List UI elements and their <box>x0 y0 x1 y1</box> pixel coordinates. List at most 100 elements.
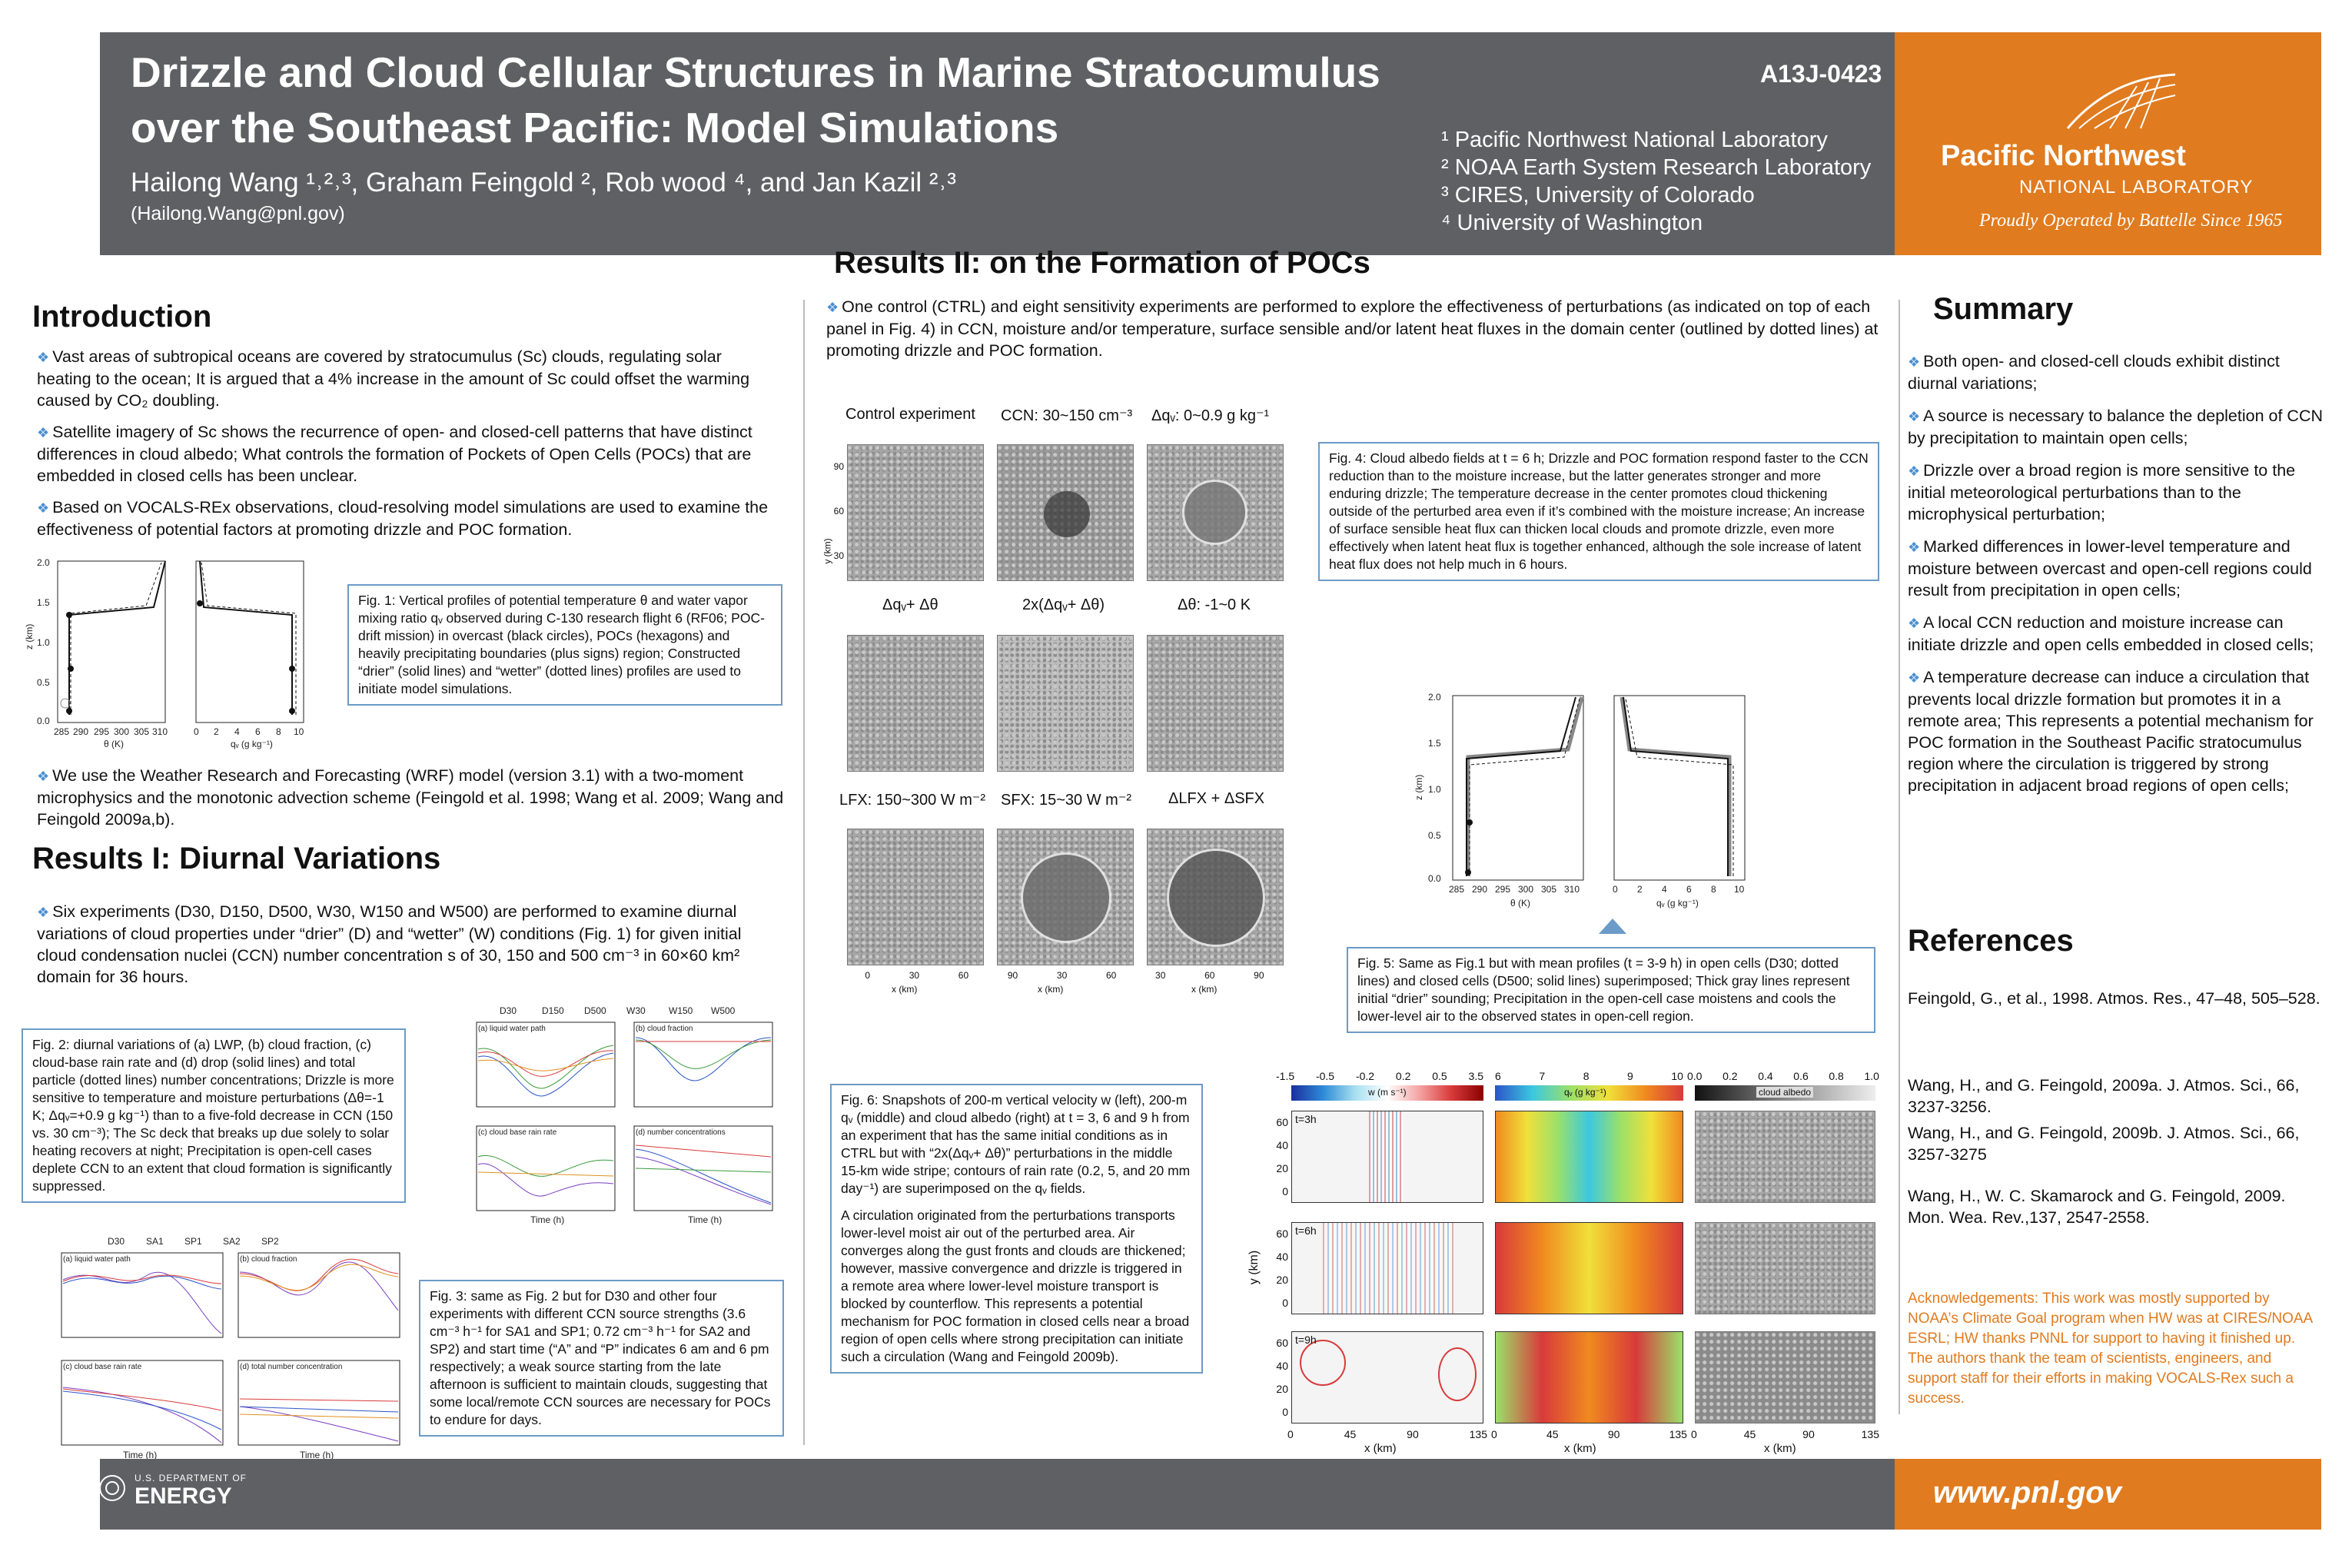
fig6-x-label-2: x (km) <box>1564 1442 1596 1455</box>
svg-text:SA1: SA1 <box>146 1236 164 1247</box>
fig4-panel-title-1: Control experiment <box>845 406 975 423</box>
author-list: Hailong Wang ¹˒²˒³, Graham Feingold ², R… <box>131 168 956 198</box>
affiliations: ¹ Pacific Northwest National Laboratory … <box>1441 126 1871 237</box>
fig6-x-ticks-2: 0 45 90 135 <box>1491 1428 1687 1440</box>
summary-item-6: ❖ A temperature decrease can induce a cir… <box>1908 668 2314 795</box>
svg-text:θ (K): θ (K) <box>1510 898 1530 909</box>
contact-email: (Hailong.Wang@pnl.gov) <box>131 203 345 224</box>
svg-text:(d) total number concentration: (d) total number concentration <box>240 1363 342 1371</box>
svg-text:2: 2 <box>214 726 219 737</box>
fig1-theta-panel: z (km) 2.0 1.5 1.0 0.5 0.0 285 290 295 3… <box>24 557 168 749</box>
svg-text:305: 305 <box>134 726 149 737</box>
diamond-bullet-icon: ❖ <box>37 500 50 516</box>
svg-text:(a) liquid water path: (a) liquid water path <box>63 1255 131 1264</box>
fig5-mean-profiles-chart: 2.0 1.5 1.0 0.5 0.0 285 290 295 300 305 … <box>1414 692 1746 909</box>
fig3-legend: D30 SA1 SP1 SA2 SP2 <box>108 1236 279 1247</box>
svg-text:2.0: 2.0 <box>1428 692 1441 703</box>
fig6-y-label: y (km) <box>1247 1250 1261 1285</box>
svg-text:W500: W500 <box>711 1005 736 1016</box>
fig6-w-t6: t=6h <box>1291 1222 1483 1314</box>
poster-footer: U.S. DEPARTMENT OF ENERGY www.pnl.gov <box>99 1459 2321 1530</box>
diamond-bullet-icon: ❖ <box>37 769 50 784</box>
svg-text:z (km): z (km) <box>24 624 35 649</box>
diamond-bullet-icon: ❖ <box>826 300 839 315</box>
svg-text:4: 4 <box>234 726 240 737</box>
svg-text:SA2: SA2 <box>223 1236 241 1247</box>
svg-text:0: 0 <box>194 726 199 737</box>
fig4-panel-title-8: SFX: 15~30 W m⁻² <box>1001 792 1132 809</box>
fig6-albedo-colorbar: cloud albedo <box>1695 1085 1875 1101</box>
svg-text:8: 8 <box>1711 884 1716 895</box>
svg-text:Time (h): Time (h) <box>123 1450 157 1460</box>
results1-heading: Results I: Diurnal Variations <box>32 842 441 875</box>
fig1-qv-panel: 0 2 4 6 8 10 qᵥ (g kg⁻¹) <box>194 560 304 749</box>
fig4-y-label: y (km) <box>822 538 833 564</box>
svg-text:310: 310 <box>152 726 168 737</box>
fig4-panel-plfx <box>847 829 984 965</box>
diamond-bullet-icon: ❖ <box>1908 540 1921 555</box>
fig3-caption: Fig. 3: same as Fig. 2 but for D30 and o… <box>419 1280 784 1437</box>
svg-text:300: 300 <box>114 726 129 737</box>
svg-text:6: 6 <box>255 726 261 737</box>
svg-text:0: 0 <box>1613 884 1618 895</box>
fig4-y-ticks: 90 60 30 <box>833 461 844 561</box>
fig4-panel-title-3: Δqᵥ: 0~0.9 g kg⁻¹ <box>1151 407 1270 424</box>
summary-item-1: ❖ Both open- and closed-cell clouds exhib… <box>1908 352 2280 393</box>
svg-text:6: 6 <box>1686 884 1692 895</box>
svg-text:1.0: 1.0 <box>1428 784 1441 795</box>
svg-text:2.0: 2.0 <box>37 557 50 568</box>
fig6-q-t6 <box>1495 1222 1683 1314</box>
svg-text:z (km): z (km) <box>1414 775 1424 800</box>
fig2-legend: D30 D150 D500 W30 W150 W500 <box>500 1005 736 1016</box>
svg-text:(c) cloud base rain rate: (c) cloud base rain rate <box>63 1363 142 1371</box>
diamond-bullet-icon: ❖ <box>1908 409 1921 424</box>
reference-3: Wang, H., and G. Feingold, 2009b. J. Atm… <box>1908 1124 2300 1164</box>
fig4-panel-pqv <box>1147 444 1284 581</box>
intro-paragraph-2: ❖ Satellite imagery of Sc shows the recur… <box>37 423 752 485</box>
fig6-w-t3: t=3h <box>1291 1111 1483 1203</box>
svg-text:0.0: 0.0 <box>37 716 50 726</box>
svg-text:300: 300 <box>1518 884 1533 895</box>
summary-item-4: ❖ Marked differences in lower-level tempe… <box>1908 537 2312 600</box>
pnnl-logo-block: Pacific Northwest NATIONAL LABORATORY Pr… <box>1895 32 2321 255</box>
svg-text:0.5: 0.5 <box>1428 830 1441 841</box>
paper-id: A13J-0423 <box>1760 60 1882 88</box>
fig4-x-label: x (km) <box>892 984 918 995</box>
reference-1: Feingold, G., et al., 1998. Atmos. Res.,… <box>1908 989 2320 1008</box>
fig6-w-ticks: -1.5 -0.5 -0.2 0.2 0.5 3.5 <box>1276 1070 1483 1082</box>
fig4-panel-pqvt2 <box>997 635 1134 772</box>
summary-item-2: ❖ A source is necessary to balance the de… <box>1908 407 2324 447</box>
svg-text:D30: D30 <box>500 1005 517 1016</box>
fig4-panel-pqvt <box>847 635 984 772</box>
results1-paragraph: ❖ Six experiments (D30, D150, D500, W30, … <box>37 902 742 986</box>
svg-text:285: 285 <box>1449 884 1464 895</box>
title-line-2: over the Southeast Pacific: Model Simula… <box>131 104 1059 151</box>
svg-text:Time (h): Time (h) <box>300 1450 334 1460</box>
affiliation-2: ² NOAA Earth System Research Laboratory <box>1441 155 1872 180</box>
website-link[interactable]: www.pnl.gov <box>1932 1476 2121 1510</box>
svg-text:295: 295 <box>1495 884 1510 895</box>
summary-heading: Summary <box>1933 292 2074 326</box>
pnnl-logo-icon <box>2066 73 2176 129</box>
svg-text:D500: D500 <box>584 1005 606 1016</box>
diamond-bullet-icon: ❖ <box>1908 463 1921 479</box>
summary-list: ❖ Both open- and closed-cell clouds exhib… <box>1908 350 2323 807</box>
svg-text:1.0: 1.0 <box>37 637 50 648</box>
svg-text:D150: D150 <box>542 1005 564 1016</box>
fig4-panel-title-7: LFX: 150~300 W m⁻² <box>839 792 986 809</box>
logo-operated-by: Proudly Operated by Battelle Since 1965 <box>1979 211 2283 231</box>
diamond-bullet-icon: ❖ <box>1908 670 1921 686</box>
intro-paragraph-3: ❖ Based on VOCALS-REx observations, cloud… <box>37 498 769 539</box>
fig4-panel-title-4: Δqᵥ+ Δθ <box>882 596 938 613</box>
fig6-albedo-t9 <box>1695 1331 1875 1423</box>
svg-text:290: 290 <box>1472 884 1487 895</box>
poster-header: Drizzle and Cloud Cellular Structures in… <box>100 32 1895 255</box>
doe-logo: U.S. DEPARTMENT OF ENERGY <box>135 1473 247 1509</box>
fig1-profiles-chart: z (km) 2.0 1.5 1.0 0.5 0.0 285 290 295 3… <box>24 557 304 749</box>
fig6-q-ticks: 6 7 8 9 10 <box>1495 1070 1683 1082</box>
fig6-y-ticks-2: 60 40 20 0 <box>1276 1227 1288 1309</box>
svg-text:8: 8 <box>276 726 281 737</box>
svg-text:4: 4 <box>1662 884 1667 895</box>
diamond-bullet-icon: ❖ <box>37 425 50 440</box>
svg-text:SP2: SP2 <box>261 1236 279 1247</box>
